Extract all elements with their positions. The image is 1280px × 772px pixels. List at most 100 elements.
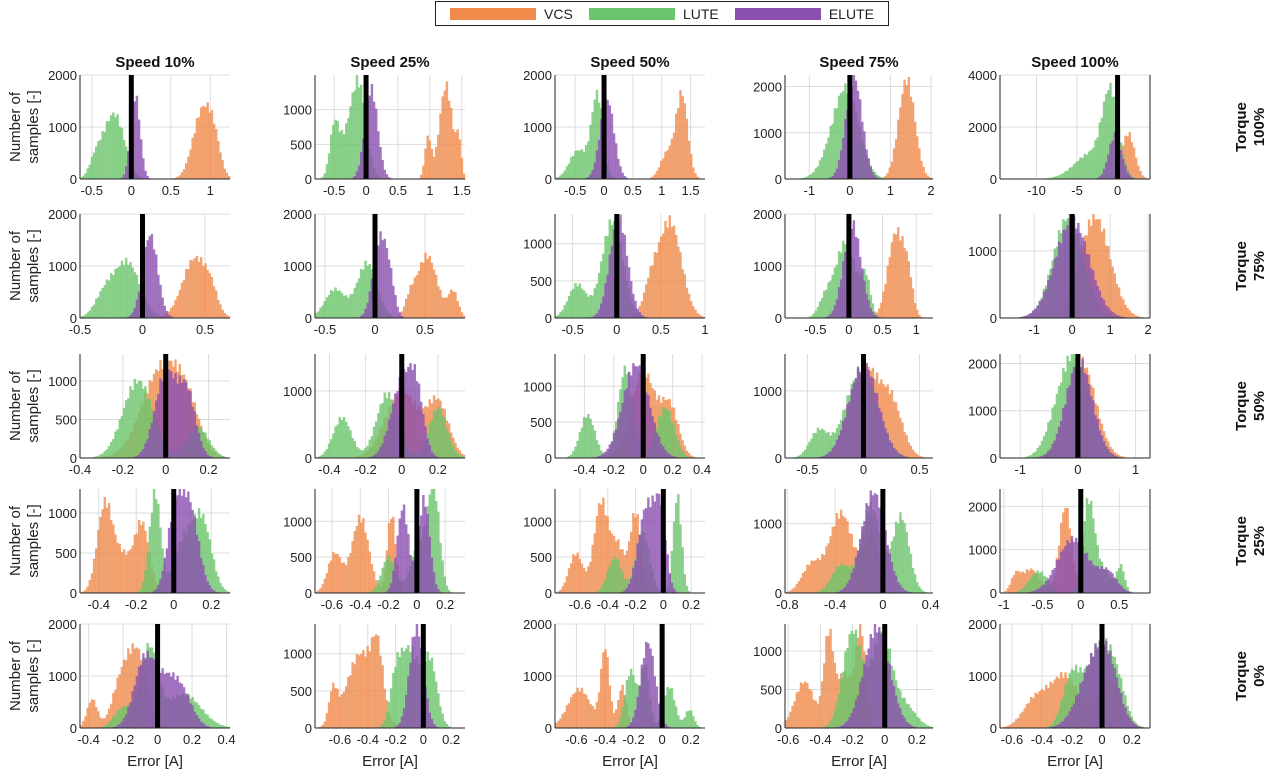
- histogram-bar: [1126, 307, 1129, 318]
- histogram-bar: [200, 441, 203, 458]
- histogram-bar: [1068, 385, 1072, 458]
- histogram-bar: [1100, 566, 1104, 593]
- histogram-bar: [355, 526, 359, 593]
- histogram-bar: [193, 711, 197, 728]
- series-elute: [591, 363, 680, 458]
- histogram-bar: [617, 158, 620, 179]
- histogram-bar: [221, 725, 224, 728]
- histogram-bar: [655, 493, 659, 593]
- histogram-bar: [135, 274, 139, 318]
- histogram-bar: [355, 75, 359, 179]
- histogram-bar: [1064, 717, 1067, 728]
- histogram-bar: [1081, 359, 1084, 458]
- histogram-bar: [1128, 717, 1132, 728]
- histogram-bar: [1102, 101, 1106, 179]
- histogram-bar: [899, 417, 902, 458]
- histogram-bar: [859, 682, 862, 728]
- histogram-bar: [191, 406, 194, 458]
- histogram-bar: [1032, 574, 1035, 593]
- histogram-bar: [1019, 713, 1022, 728]
- histogram-bar: [441, 560, 444, 593]
- histogram-bar: [623, 555, 627, 593]
- histogram-bar: [165, 672, 169, 728]
- histogram-bar: [873, 175, 877, 179]
- histogram-bar: [1034, 590, 1037, 593]
- histogram-bar: [140, 451, 143, 458]
- histogram-bar: [837, 518, 841, 593]
- histogram-bar: [638, 365, 642, 458]
- histogram-bar: [152, 489, 156, 593]
- histogram-bar: [1105, 245, 1108, 318]
- histogram-bar: [137, 519, 141, 593]
- histogram-bar: [1015, 591, 1018, 593]
- histogram-bar: [903, 589, 906, 593]
- histogram-bar: [1040, 456, 1044, 458]
- histogram-bar: [127, 316, 130, 318]
- series-vcs: [155, 255, 231, 318]
- histogram-bar: [407, 533, 410, 593]
- histogram-bar: [1032, 310, 1035, 318]
- histogram-bar: [366, 302, 369, 318]
- histogram-bar: [430, 489, 434, 593]
- histogram-bar: [909, 725, 913, 728]
- histogram-bar: [789, 711, 792, 728]
- histogram-bar: [167, 369, 171, 458]
- histogram-bar: [1081, 157, 1084, 179]
- histogram-bar: [856, 90, 860, 179]
- histogram-bar: [595, 516, 599, 593]
- histogram-bar: [390, 413, 393, 458]
- histogram-bar: [1055, 560, 1059, 593]
- histogram-bar: [417, 270, 421, 318]
- histogram-bar: [120, 177, 124, 179]
- histogram-bar: [206, 438, 209, 458]
- histogram-bar: [854, 699, 858, 728]
- histogram-bar: [437, 134, 440, 179]
- histogram-bar: [92, 699, 96, 728]
- histogram-bar: [163, 673, 167, 728]
- series-elute: [1015, 215, 1129, 318]
- histogram-bar: [204, 432, 207, 458]
- x-tick-label: -0.6: [1001, 732, 1023, 747]
- histogram-bar: [655, 252, 659, 318]
- histogram-bar: [161, 668, 164, 728]
- histogram-bar: [591, 112, 594, 179]
- histogram-bar: [142, 653, 145, 728]
- x-tick-label: 0: [613, 322, 620, 337]
- histogram-bar: [1051, 268, 1054, 318]
- histogram-bar: [831, 310, 834, 318]
- histogram-bar: [225, 590, 229, 593]
- histogram-bar: [687, 710, 691, 728]
- histogram-bar: [850, 388, 853, 458]
- histogram-bar: [672, 699, 676, 728]
- histogram-bar: [460, 456, 464, 458]
- histogram-bar: [692, 716, 695, 728]
- histogram-bar: [317, 456, 320, 458]
- histogram-bar: [835, 264, 839, 318]
- histogram-bar: [653, 422, 657, 458]
- histogram-bar: [133, 101, 137, 179]
- histogram-bar: [677, 715, 680, 728]
- histogram-bar: [1030, 312, 1033, 318]
- histogram-bar: [420, 515, 423, 593]
- histogram-bar: [1130, 177, 1134, 179]
- histogram-bar: [854, 557, 858, 593]
- histogram-bar: [615, 429, 618, 458]
- histogram-bar: [1094, 280, 1097, 318]
- histogram-bar: [1079, 157, 1082, 179]
- histogram-bar: [80, 725, 83, 728]
- histogram-bar: [381, 567, 384, 593]
- y-axis-label-row-5: Number of samples [-]: [7, 639, 42, 712]
- histogram-bar: [1143, 177, 1147, 179]
- histogram-bar: [911, 449, 915, 458]
- histogram-bar: [651, 416, 654, 458]
- histogram-bar: [140, 139, 143, 179]
- x-tick-label: -0.4: [809, 732, 831, 747]
- histogram-bar: [200, 517, 203, 593]
- histogram-bar: [801, 451, 805, 458]
- histogram-bar: [357, 448, 361, 458]
- histogram-bar: [856, 366, 860, 458]
- histogram-bar: [1040, 688, 1044, 728]
- histogram-bar: [825, 289, 828, 318]
